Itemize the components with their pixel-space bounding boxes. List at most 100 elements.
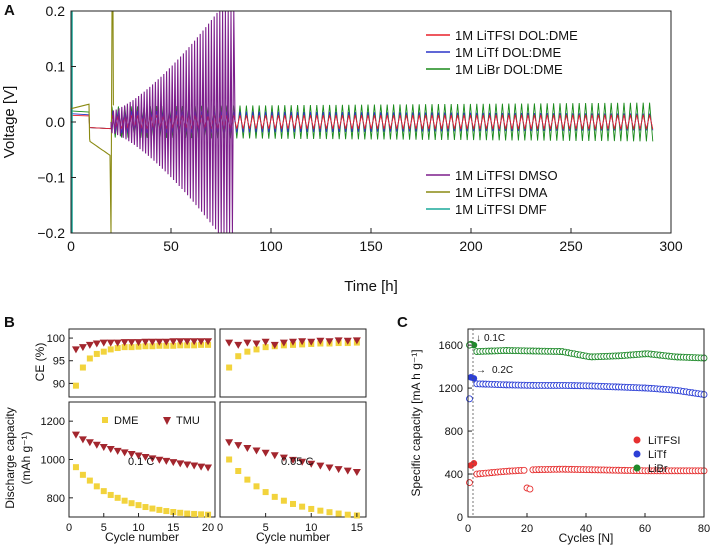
panel-b-capacity-dme-point [235, 468, 242, 474]
panel-a-y-axis-label: Voltage [V] [1, 86, 18, 159]
panel-a-legend-label-1m-litfsi-dol-dme: 1M LiTFSI DOL:DME [455, 28, 578, 43]
panel-b-ce-dme-point [114, 345, 121, 352]
panel-b-ce-dme-point [170, 342, 177, 349]
panel-b-ce-dme-point [184, 342, 191, 349]
panel-b-ce-dme-point [128, 344, 135, 351]
panel-b-ce-y-tick-label: 90 [53, 378, 65, 390]
panel-c-letter: C [397, 314, 408, 331]
panel-b-ce-tmu-point [289, 338, 297, 346]
panel-b-capacity-dme-point [317, 507, 324, 514]
panel-b-ce-dme-point [262, 344, 269, 351]
panel-b-capacity-tmu-point [325, 464, 334, 472]
panel-b-ce-tmu-point [106, 339, 115, 347]
panel-c-x-tick-label: 0 [465, 523, 471, 535]
panel-b-capacity-dme-point [184, 510, 191, 517]
panel-b-capacity-dme-point [253, 483, 260, 490]
panel-b-ce-y-tick-label: 100 [47, 333, 65, 345]
panel-b-legend-dme-label: DME [114, 415, 138, 427]
panel-b-capacity-tmu-point [270, 452, 279, 460]
panel-b-ce-tmu-point [141, 338, 150, 346]
panel-b-ce-dme-point [107, 346, 114, 353]
panel-b-ticks: 0 5 10 15 20 90 95 100 800 1000 1200 0 5 10 15 [41, 333, 363, 534]
panel-b-x-tick-label: 0 [217, 522, 223, 534]
panel-b-ce-dme-point [226, 364, 233, 371]
panel-b-ce-dme-point [156, 342, 163, 349]
panel-b-ce-dme-point [135, 343, 142, 350]
panel-a-legend-label-1m-litf-dol-dme: 1M LiTf DOL:DME [455, 45, 562, 60]
panel-b-capacity-tmu-point [85, 439, 94, 447]
panel-b-capacity-tmu-point [99, 444, 108, 452]
panel-c-y-tick-label: 800 [445, 426, 463, 438]
panel-b-capacity-y-tick-label: 1200 [41, 416, 65, 428]
panel-c-x-axis-label: Cycles [N] [559, 531, 614, 545]
panel-b-ce-tmu-point [307, 338, 316, 346]
panel-b-ce-tmu-point [113, 339, 122, 347]
panel-b-capacity-dme-point [135, 502, 142, 509]
panel-a-x-tick-label: 0 [67, 238, 75, 254]
panel-b-ce-dme-point [72, 382, 79, 389]
panel-b-ce-dme-point [191, 342, 198, 349]
panel-b-capacity-dme-point [335, 510, 342, 517]
panel-b-legend-tmu-label: TMU [176, 415, 200, 427]
panel-b-ce-tmu-point [71, 346, 80, 354]
panel-b-capacity-dme-point [290, 500, 296, 507]
panel-b-capacity-tmu-point [92, 441, 101, 449]
panel-b-ce-tmu-point [334, 337, 343, 345]
panel-a-x-tick-label: 200 [459, 238, 483, 254]
panel-b-ce-tmu-point [316, 337, 325, 345]
rate-annotation-0-2c: 0.2C [492, 365, 513, 376]
panel-a-series-lines [70, 10, 654, 234]
panel-b-y-axis-unit: (mAh g⁻¹) [19, 431, 33, 484]
panel-b-ce-tmu-point [127, 339, 136, 347]
panel-c-litfsi-point-open [520, 466, 528, 474]
panel-b-capacity-dme-point [121, 497, 128, 504]
panel-b-ce-dme-point [177, 342, 184, 349]
panel-b-ce-label: CE (%) [33, 343, 47, 382]
panel-b-capacity-tmu-point [78, 436, 87, 444]
panel-b-capacity-y-tick-label: 1000 [41, 455, 65, 467]
panel-b-rate-2: 0.05 C [281, 456, 313, 468]
panel-c-x-tick-label: 80 [698, 523, 710, 535]
panel-b-ce-dme-point [100, 348, 107, 355]
panel-c-litfsi-point-open [466, 479, 473, 487]
panel-b-capacity-tmu-point [127, 450, 136, 458]
panel-b-capacity-dme-point [163, 508, 170, 515]
panel-b-capacity-y-tick-label: 800 [47, 493, 65, 505]
rate-annotation-0-2c-arrow: → [476, 365, 486, 376]
panel-c-y-tick-label: 0 [457, 512, 463, 524]
panel-b-ce-tmu-point [204, 338, 213, 346]
panel-b-capacity-tmu-point [279, 454, 288, 462]
panel-b-x-tick-label: 5 [263, 522, 269, 534]
panel-b-capacity-tmu-point [71, 431, 80, 439]
panel-b-ce-tmu-point [78, 344, 87, 352]
panel-a-legend-bottom: 1M LiTFSI DMSO 1M LiTFSI DMA 1M LiTFSI DMF [426, 168, 558, 217]
panel-b-capacity-tmu-point [183, 461, 192, 469]
panel-c-legend-litfsi-label: LiTFSI [648, 435, 680, 447]
panel-c-litfsi-point-open [526, 485, 534, 493]
panel-b-ce-tmu-point [270, 341, 279, 349]
panel-b-capacity-dme-point [107, 491, 114, 498]
panel-a-x-axis-label: Time [h] [344, 278, 398, 295]
panel-b-ce-y-tick-label: 95 [53, 356, 65, 368]
panel-a-y-tick-label: 0.1 [46, 59, 66, 75]
panel-b-ce-tmu-point [169, 338, 178, 346]
panel-b-letter: B [4, 314, 15, 331]
panel-b-y-axis-label: Discharge capacity [3, 407, 17, 508]
panel-b-ce-tmu-point [298, 338, 307, 346]
panel-a-legend-label-1m-litfsi-dma: 1M LiTFSI DMA [455, 185, 548, 200]
panel-b-capacity-tmu-point [298, 458, 307, 466]
panel-b-ce-tmu-point [343, 337, 352, 345]
panel-c-legend-litf-label: LiTf [648, 449, 667, 461]
panel-b-capacity-tmu-point [190, 462, 199, 470]
panel-a-series-1m-litfsi-dma [70, 10, 114, 234]
panel-a-y-tick-label: −0.2 [37, 225, 65, 241]
panel-a-x-tick-label: 100 [259, 238, 283, 254]
panel-a-ticks: 0 50 100 150 200 250 300 −0.2 −0.1 0.0 0.1 0.2 [37, 3, 683, 254]
panel-b-capacity-tmu-point [162, 457, 171, 465]
panel-b-capacity-tmu-point [261, 449, 270, 457]
panel-b-ce-tmu-point [120, 339, 129, 347]
panel-a-y-tick-label: 0.2 [46, 3, 66, 19]
panel-b-x-tick-label: 15 [167, 522, 179, 534]
